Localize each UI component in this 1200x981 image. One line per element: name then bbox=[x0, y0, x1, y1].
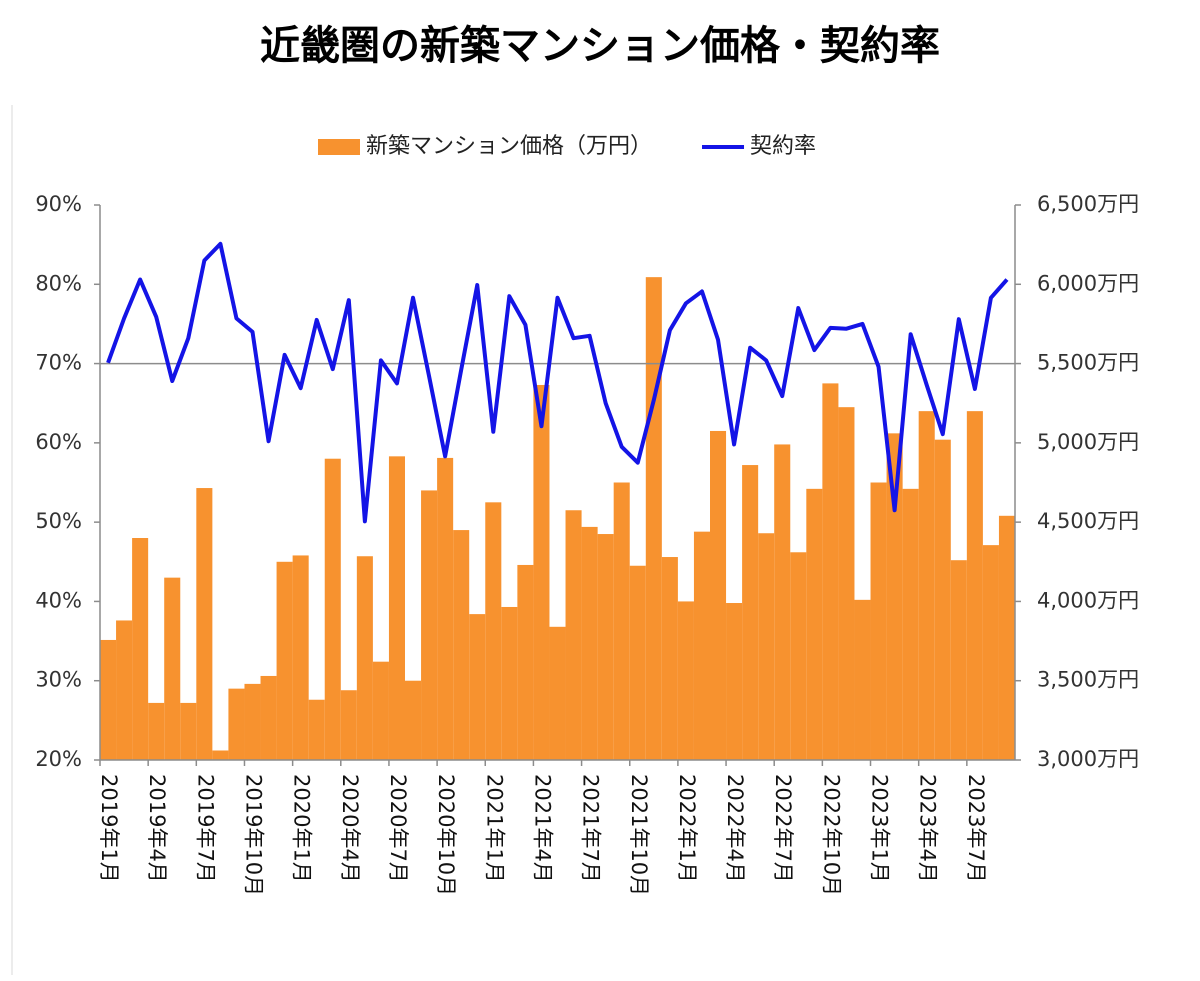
bar bbox=[886, 433, 903, 760]
bar bbox=[517, 564, 534, 760]
bar bbox=[180, 702, 197, 760]
x-tick-label: 2021年10月 bbox=[627, 774, 651, 896]
legend-label: 新築マンション価格（万円） bbox=[366, 134, 652, 159]
bar bbox=[276, 561, 293, 760]
bar bbox=[228, 688, 245, 760]
y2-tick-label: 6,000万円 bbox=[1037, 271, 1139, 295]
x-tick-label: 2022年10月 bbox=[819, 774, 843, 896]
bar bbox=[870, 482, 887, 760]
bar bbox=[148, 702, 165, 760]
bar bbox=[934, 439, 951, 760]
bar bbox=[790, 552, 807, 760]
y-tick-label: 70% bbox=[35, 351, 82, 375]
x-tick-label: 2020年4月 bbox=[338, 774, 362, 883]
bar bbox=[597, 534, 614, 760]
bar bbox=[742, 465, 759, 760]
bar bbox=[645, 277, 662, 760]
y-tick-label: 50% bbox=[35, 509, 82, 533]
bar bbox=[164, 577, 181, 760]
y2-tick-label: 5,000万円 bbox=[1037, 430, 1139, 454]
bar bbox=[340, 690, 357, 760]
bar bbox=[838, 407, 855, 760]
y2-tick-label: 4,000万円 bbox=[1037, 588, 1139, 612]
y2-tick-label: 5,500万円 bbox=[1037, 351, 1139, 375]
bar bbox=[212, 750, 229, 760]
bar bbox=[372, 661, 389, 760]
x-tick-label: 2023年1月 bbox=[868, 774, 892, 883]
y2-tick-label: 3,500万円 bbox=[1037, 668, 1139, 692]
legend-swatch bbox=[318, 139, 360, 155]
bar bbox=[629, 565, 646, 760]
bar bbox=[501, 606, 518, 760]
bar bbox=[244, 683, 261, 760]
line bbox=[106, 241, 1009, 524]
bar bbox=[100, 639, 117, 760]
bar bbox=[677, 601, 694, 760]
bar bbox=[260, 675, 277, 760]
bar bbox=[774, 444, 791, 760]
bar bbox=[918, 411, 935, 760]
x-tick-label: 2019年7月 bbox=[193, 774, 217, 883]
bar bbox=[356, 556, 373, 760]
bar bbox=[116, 620, 133, 760]
bar bbox=[854, 599, 871, 760]
bar bbox=[982, 545, 999, 760]
y-tick-label: 90% bbox=[35, 192, 82, 216]
x-tick-label: 2023年7月 bbox=[964, 774, 988, 883]
x-tick-label: 2021年7月 bbox=[579, 774, 603, 883]
y-tick-label: 40% bbox=[35, 588, 82, 612]
bar bbox=[533, 384, 550, 760]
x-tick-label: 2020年1月 bbox=[290, 774, 314, 883]
y-tick-label: 80% bbox=[35, 271, 82, 295]
x-tick-label: 2019年4月 bbox=[145, 774, 169, 883]
x-tick-label: 2021年1月 bbox=[482, 774, 506, 883]
x-tick-label: 2019年1月 bbox=[97, 774, 121, 883]
bar bbox=[902, 488, 919, 760]
y2-tick-label: 6,500万円 bbox=[1037, 192, 1139, 216]
bar bbox=[726, 603, 743, 760]
bar bbox=[324, 458, 341, 760]
chart-title: 近畿圏の新築マンション価格・契約率 bbox=[260, 23, 940, 69]
bar bbox=[950, 560, 967, 760]
x-tick-label: 2022年7月 bbox=[771, 774, 795, 883]
bar bbox=[292, 555, 309, 760]
y-tick-label: 20% bbox=[35, 747, 82, 771]
bar bbox=[421, 490, 438, 760]
y-tick-label: 30% bbox=[35, 668, 82, 692]
bar bbox=[693, 531, 710, 760]
bar bbox=[966, 411, 983, 760]
bar bbox=[581, 526, 598, 760]
bar bbox=[998, 515, 1015, 760]
bar bbox=[485, 502, 502, 760]
x-tick-label: 2023年4月 bbox=[916, 774, 940, 883]
bar bbox=[405, 680, 422, 760]
bar bbox=[132, 538, 149, 760]
bar bbox=[613, 482, 630, 760]
x-tick-label: 2020年10月 bbox=[434, 774, 458, 896]
x-tick-label: 2022年4月 bbox=[723, 774, 747, 883]
bar bbox=[710, 430, 727, 760]
bar bbox=[196, 488, 213, 760]
y2-tick-label: 3,000万円 bbox=[1037, 747, 1139, 771]
bar bbox=[453, 530, 470, 760]
bar bbox=[565, 510, 582, 760]
x-tick-label: 2021年4月 bbox=[530, 774, 554, 883]
y2-tick-label: 4,500万円 bbox=[1037, 509, 1139, 533]
bar bbox=[822, 383, 839, 760]
bar bbox=[437, 457, 454, 760]
bar bbox=[308, 699, 325, 760]
bar bbox=[388, 456, 405, 760]
x-tick-label: 2019年10月 bbox=[242, 774, 266, 896]
y-tick-label: 60% bbox=[35, 430, 82, 454]
x-tick-label: 2022年1月 bbox=[675, 774, 699, 883]
bar bbox=[549, 626, 566, 760]
legend-label: 契約率 bbox=[750, 134, 816, 159]
bar bbox=[469, 614, 486, 760]
bar bbox=[758, 533, 775, 760]
bar bbox=[661, 557, 678, 760]
bar bbox=[806, 488, 823, 760]
x-tick-label: 2020年7月 bbox=[386, 774, 410, 883]
